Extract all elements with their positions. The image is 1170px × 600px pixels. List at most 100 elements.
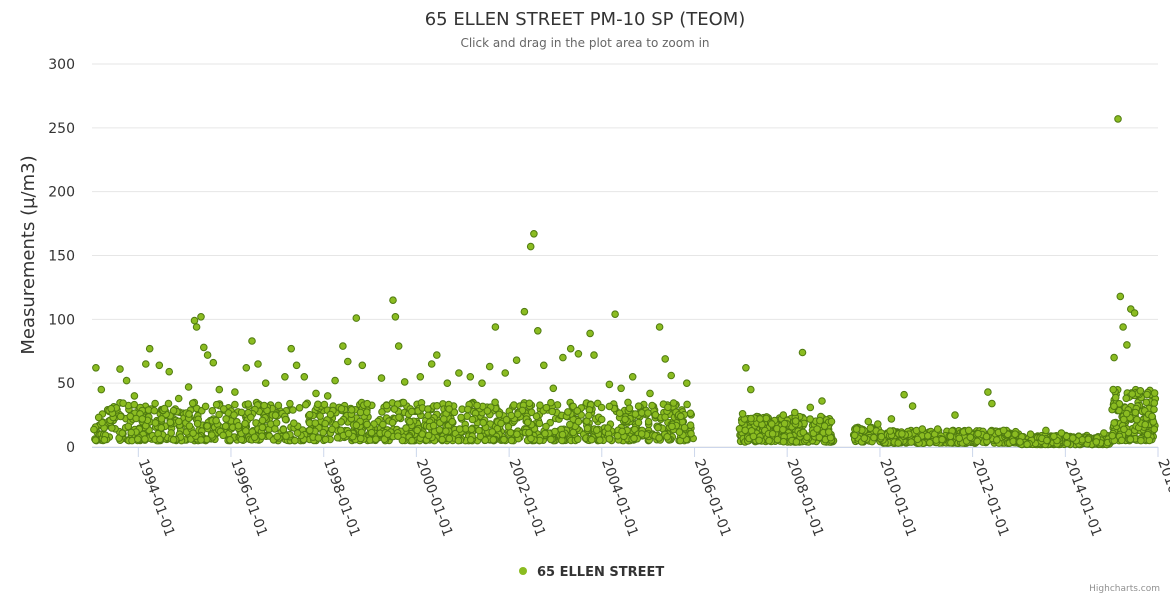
data-point[interactable] xyxy=(668,422,676,431)
data-point[interactable] xyxy=(512,356,521,365)
data-point[interactable] xyxy=(530,230,538,238)
data-point[interactable] xyxy=(527,434,535,443)
data-point[interactable] xyxy=(765,436,773,445)
data-point[interactable] xyxy=(231,400,239,409)
data-point[interactable] xyxy=(321,419,330,428)
data-point[interactable] xyxy=(951,411,959,419)
data-point[interactable] xyxy=(254,360,262,368)
data-point[interactable] xyxy=(768,430,777,438)
data-point[interactable] xyxy=(282,432,290,440)
data-point[interactable] xyxy=(491,398,499,407)
data-point[interactable] xyxy=(219,431,227,440)
data-point[interactable] xyxy=(321,435,330,444)
data-point[interactable] xyxy=(226,436,234,444)
data-point[interactable] xyxy=(248,337,256,345)
data-point[interactable] xyxy=(1011,430,1019,439)
data-point[interactable] xyxy=(548,407,557,416)
data-point[interactable] xyxy=(433,402,441,410)
data-point[interactable] xyxy=(648,401,656,410)
data-point[interactable] xyxy=(200,343,208,352)
data-point[interactable] xyxy=(138,415,147,423)
data-point[interactable] xyxy=(1069,434,1077,442)
data-point[interactable] xyxy=(864,417,873,426)
data-point[interactable] xyxy=(357,428,366,437)
data-point[interactable] xyxy=(429,421,438,430)
data-point[interactable] xyxy=(1110,402,1118,411)
data-point[interactable] xyxy=(1119,323,1127,331)
data-point[interactable] xyxy=(273,432,282,441)
data-point[interactable] xyxy=(984,388,992,396)
data-point[interactable] xyxy=(1110,353,1118,362)
data-point[interactable] xyxy=(175,417,183,426)
data-point[interactable] xyxy=(319,428,328,437)
data-point[interactable] xyxy=(558,430,567,439)
data-point[interactable] xyxy=(395,413,403,422)
data-point[interactable] xyxy=(292,361,301,370)
data-point[interactable] xyxy=(738,410,747,418)
data-point[interactable] xyxy=(400,378,409,386)
data-point[interactable] xyxy=(473,401,481,410)
data-point[interactable] xyxy=(756,415,764,423)
legend-item-label[interactable]: 65 ELLEN STREET xyxy=(537,565,664,580)
data-point[interactable] xyxy=(988,399,996,408)
data-point[interactable] xyxy=(295,404,304,412)
data-point[interactable] xyxy=(394,432,402,441)
data-point[interactable] xyxy=(416,373,425,381)
data-point[interactable] xyxy=(955,434,964,443)
data-point[interactable] xyxy=(687,429,695,438)
data-point[interactable] xyxy=(815,433,824,442)
data-point[interactable] xyxy=(611,310,619,319)
data-point[interactable] xyxy=(1084,435,1093,444)
data-point[interactable] xyxy=(433,351,441,359)
data-point[interactable] xyxy=(130,400,139,409)
data-point[interactable] xyxy=(184,383,193,391)
data-point[interactable] xyxy=(142,360,150,368)
data-point[interactable] xyxy=(541,429,549,438)
data-point[interactable] xyxy=(605,435,614,443)
data-point[interactable] xyxy=(491,323,500,331)
data-point[interactable] xyxy=(258,423,267,432)
data-point[interactable] xyxy=(234,422,243,430)
data-point[interactable] xyxy=(127,428,135,437)
data-point[interactable] xyxy=(597,415,606,424)
data-point[interactable] xyxy=(475,426,483,435)
data-point[interactable] xyxy=(279,425,288,434)
data-point[interactable] xyxy=(1100,429,1108,437)
legend[interactable]: 65 ELLEN STREET xyxy=(519,565,664,580)
data-point[interactable] xyxy=(547,435,555,444)
data-point[interactable] xyxy=(215,385,224,394)
data-point[interactable] xyxy=(605,380,614,389)
data-point[interactable] xyxy=(525,399,534,408)
data-point[interactable] xyxy=(663,433,672,441)
data-point[interactable] xyxy=(621,415,629,424)
data-point[interactable] xyxy=(363,408,371,417)
data-point[interactable] xyxy=(389,296,397,305)
data-point[interactable] xyxy=(947,439,955,447)
data-point[interactable] xyxy=(1050,432,1058,441)
data-point[interactable] xyxy=(132,414,140,423)
data-point[interactable] xyxy=(258,416,267,425)
data-point[interactable] xyxy=(532,412,541,421)
data-point[interactable] xyxy=(850,431,859,440)
data-point[interactable] xyxy=(157,424,166,432)
data-point[interactable] xyxy=(913,435,922,444)
data-point[interactable] xyxy=(655,434,663,442)
data-point[interactable] xyxy=(326,410,335,419)
data-point[interactable] xyxy=(1143,390,1151,399)
data-point[interactable] xyxy=(1126,435,1135,444)
data-point[interactable] xyxy=(661,355,670,363)
data-point[interactable] xyxy=(151,399,159,408)
data-point[interactable] xyxy=(1128,390,1136,398)
data-point[interactable] xyxy=(281,373,289,381)
data-point[interactable] xyxy=(1092,438,1101,446)
data-point[interactable] xyxy=(982,432,991,441)
data-point[interactable] xyxy=(323,392,332,400)
data-point[interactable] xyxy=(91,436,100,445)
data-point[interactable] xyxy=(535,419,544,428)
data-point[interactable] xyxy=(174,394,183,403)
data-point[interactable] xyxy=(197,313,205,321)
data-point[interactable] xyxy=(150,406,159,415)
data-point[interactable] xyxy=(966,433,975,442)
data-point[interactable] xyxy=(749,432,758,441)
